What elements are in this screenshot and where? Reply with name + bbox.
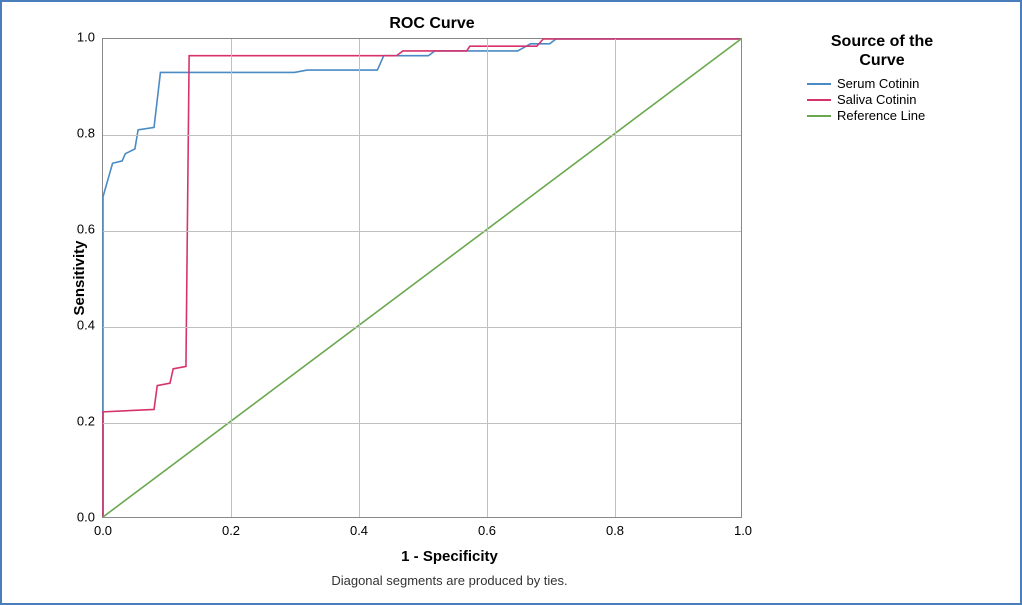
legend-region: Source of the Curve Serum CotininSaliva … bbox=[797, 7, 1015, 598]
y-tick-label: 1.0 bbox=[77, 30, 95, 45]
gridline-vertical bbox=[487, 39, 488, 517]
legend-items: Serum CotininSaliva CotininReference Lin… bbox=[807, 76, 1015, 123]
legend-label: Reference Line bbox=[837, 108, 925, 123]
legend-title: Source of the Curve bbox=[807, 32, 957, 70]
x-tick-label: 0.8 bbox=[606, 523, 624, 538]
x-tick-label: 1.0 bbox=[734, 523, 752, 538]
x-tick-label: 0.6 bbox=[478, 523, 496, 538]
chart-footnote: Diagonal segments are produced by ties. bbox=[331, 573, 567, 588]
y-axis-label: Sensitivity bbox=[71, 240, 88, 315]
gridline-vertical bbox=[231, 39, 232, 517]
chart-inner: ROC Curve 0.00.20.40.60.81.00.00.20.40.6… bbox=[7, 7, 1015, 598]
x-tick-label: 0.2 bbox=[222, 523, 240, 538]
y-tick-label: 0.2 bbox=[77, 414, 95, 429]
x-tick-label: 0.4 bbox=[350, 523, 368, 538]
plot-wrapper: 0.00.20.40.60.81.00.00.20.40.60.81.0 Sen… bbox=[102, 38, 797, 518]
legend-item: Serum Cotinin bbox=[807, 76, 1015, 91]
legend-label: Serum Cotinin bbox=[837, 76, 919, 91]
roc-lines-svg bbox=[103, 39, 741, 517]
chart-frame: ROC Curve 0.00.20.40.60.81.00.00.20.40.6… bbox=[0, 0, 1022, 605]
y-tick-label: 0.0 bbox=[77, 510, 95, 525]
gridline-vertical bbox=[359, 39, 360, 517]
gridline-horizontal bbox=[103, 327, 741, 328]
legend-item: Reference Line bbox=[807, 108, 1015, 123]
gridline-vertical bbox=[615, 39, 616, 517]
x-axis-label: 1 - Specificity bbox=[401, 548, 498, 565]
legend-swatch bbox=[807, 99, 831, 101]
y-tick-label: 0.8 bbox=[77, 126, 95, 141]
legend-swatch bbox=[807, 115, 831, 117]
gridline-horizontal bbox=[103, 231, 741, 232]
gridline-horizontal bbox=[103, 135, 741, 136]
series-line bbox=[103, 39, 741, 517]
x-tick-label: 0.0 bbox=[94, 523, 112, 538]
legend-swatch bbox=[807, 83, 831, 85]
y-tick-label: 0.4 bbox=[77, 318, 95, 333]
chart-title: ROC Curve bbox=[67, 15, 797, 33]
legend-label: Saliva Cotinin bbox=[837, 92, 917, 107]
legend-item: Saliva Cotinin bbox=[807, 92, 1015, 107]
y-tick-label: 0.6 bbox=[77, 222, 95, 237]
chart-region: ROC Curve 0.00.20.40.60.81.00.00.20.40.6… bbox=[7, 7, 797, 598]
gridline-horizontal bbox=[103, 423, 741, 424]
plot-area: 0.00.20.40.60.81.00.00.20.40.60.81.0 bbox=[102, 38, 742, 518]
